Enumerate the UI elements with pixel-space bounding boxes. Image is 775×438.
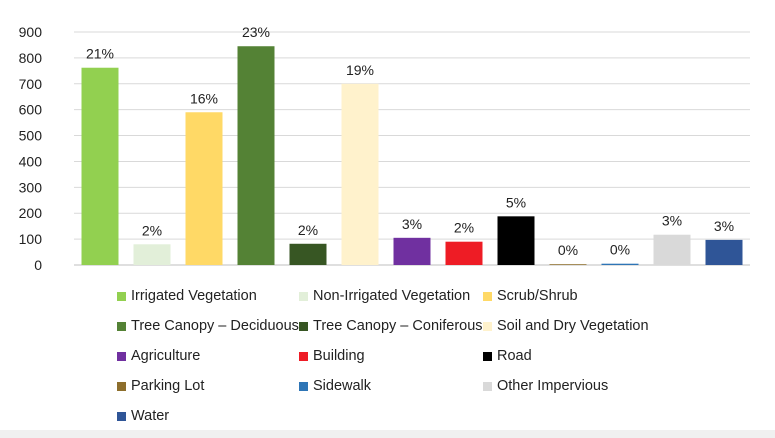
legend-swatch	[117, 321, 126, 331]
y-tick-label: 400	[19, 153, 43, 169]
bar	[497, 216, 535, 265]
legend-label: Water	[131, 408, 170, 424]
legend-item: Tree Canopy – Deciduous	[117, 318, 299, 334]
bar	[81, 67, 119, 265]
legend-swatch	[483, 351, 492, 361]
data-label: 2%	[454, 220, 474, 236]
legend-item: Soil and Dry Vegetation	[483, 318, 649, 334]
bars	[81, 46, 743, 266]
legend-swatch	[299, 381, 308, 391]
legend-item: Parking Lot	[117, 378, 204, 394]
legend-label: Soil and Dry Vegetation	[497, 318, 649, 334]
bar	[133, 244, 171, 265]
legend-swatch	[299, 291, 308, 301]
legend-item: Building	[299, 348, 365, 364]
legend-swatch	[117, 411, 126, 421]
legend-swatch	[117, 381, 126, 391]
bar	[549, 264, 587, 265]
legend-label: Other Impervious	[497, 378, 609, 394]
legend-label: Scrub/Shrub	[497, 288, 578, 304]
legend-swatch	[483, 381, 492, 391]
y-tick-label: 200	[19, 205, 43, 221]
legend-swatch	[299, 321, 308, 331]
y-tick-label: 100	[19, 231, 43, 247]
data-label: 21%	[86, 46, 114, 62]
legend-swatch	[299, 351, 308, 361]
y-tick-label: 800	[19, 50, 43, 66]
legend-label: Sidewalk	[313, 378, 372, 394]
legend-label: Non-Irrigated Vegetation	[313, 288, 471, 304]
land-cover-bar-chart: 0 100 200 300 400 500 600 700 800 900 21% 2% 16% 23%…	[19, 24, 750, 273]
data-label: 3%	[662, 213, 682, 229]
bar	[185, 112, 223, 265]
bar	[653, 234, 691, 265]
data-label: 16%	[190, 90, 218, 106]
y-tick-label: 500	[19, 128, 43, 144]
data-label: 5%	[506, 194, 526, 210]
bar	[237, 46, 275, 265]
bottom-strip	[0, 430, 775, 438]
y-tick-label: 700	[19, 76, 43, 92]
legend-item: Scrub/Shrub	[483, 288, 578, 304]
data-labels: 21% 2% 16% 23% 2% 19% 3% 2% 5% 0% 0% 3% 3%	[86, 24, 734, 258]
legend-swatch	[117, 291, 126, 301]
legend-swatch	[483, 321, 492, 331]
legend-label: Building	[313, 348, 365, 364]
legend-item: Water	[117, 408, 169, 424]
legend-item: Agriculture	[117, 348, 200, 364]
legend-label: Tree Canopy – Coniferous	[313, 318, 483, 334]
legend-label: Tree Canopy – Deciduous	[131, 318, 299, 334]
legend-swatch	[483, 291, 492, 301]
data-label: 3%	[714, 218, 734, 234]
bar	[705, 239, 743, 265]
legend-label: Agriculture	[131, 348, 201, 364]
y-tick-label: 600	[19, 102, 43, 118]
legend-item: Sidewalk	[299, 378, 371, 394]
data-label: 0%	[610, 242, 630, 258]
legend-label: Irrigated Vegetation	[131, 288, 257, 304]
y-axis-ticks: 0 100 200 300 400 500 600 700 800 900	[19, 24, 43, 273]
bar	[445, 241, 483, 265]
data-label: 2%	[298, 222, 318, 238]
legend-item: Irrigated Vegetation	[117, 288, 257, 304]
bar	[601, 263, 639, 265]
legend-item: Other Impervious	[483, 378, 608, 394]
data-label: 19%	[346, 62, 374, 78]
y-tick-label: 300	[19, 179, 43, 195]
data-label: 23%	[242, 24, 270, 40]
legend-label: Road	[497, 348, 532, 364]
y-tick-label: 900	[19, 24, 43, 40]
legend-label: Parking Lot	[131, 378, 205, 394]
y-tick-label: 0	[34, 257, 42, 273]
legend-item: Road	[483, 348, 532, 364]
legend-item: Tree Canopy – Coniferous	[299, 318, 483, 334]
data-label: 3%	[402, 216, 422, 232]
bar	[393, 237, 431, 265]
legend-item: Non-Irrigated Vegetation	[299, 288, 470, 304]
bar	[341, 83, 379, 266]
data-label: 0%	[558, 242, 578, 258]
bar	[289, 243, 327, 265]
data-label: 2%	[142, 222, 162, 238]
legend-swatch	[117, 351, 126, 361]
